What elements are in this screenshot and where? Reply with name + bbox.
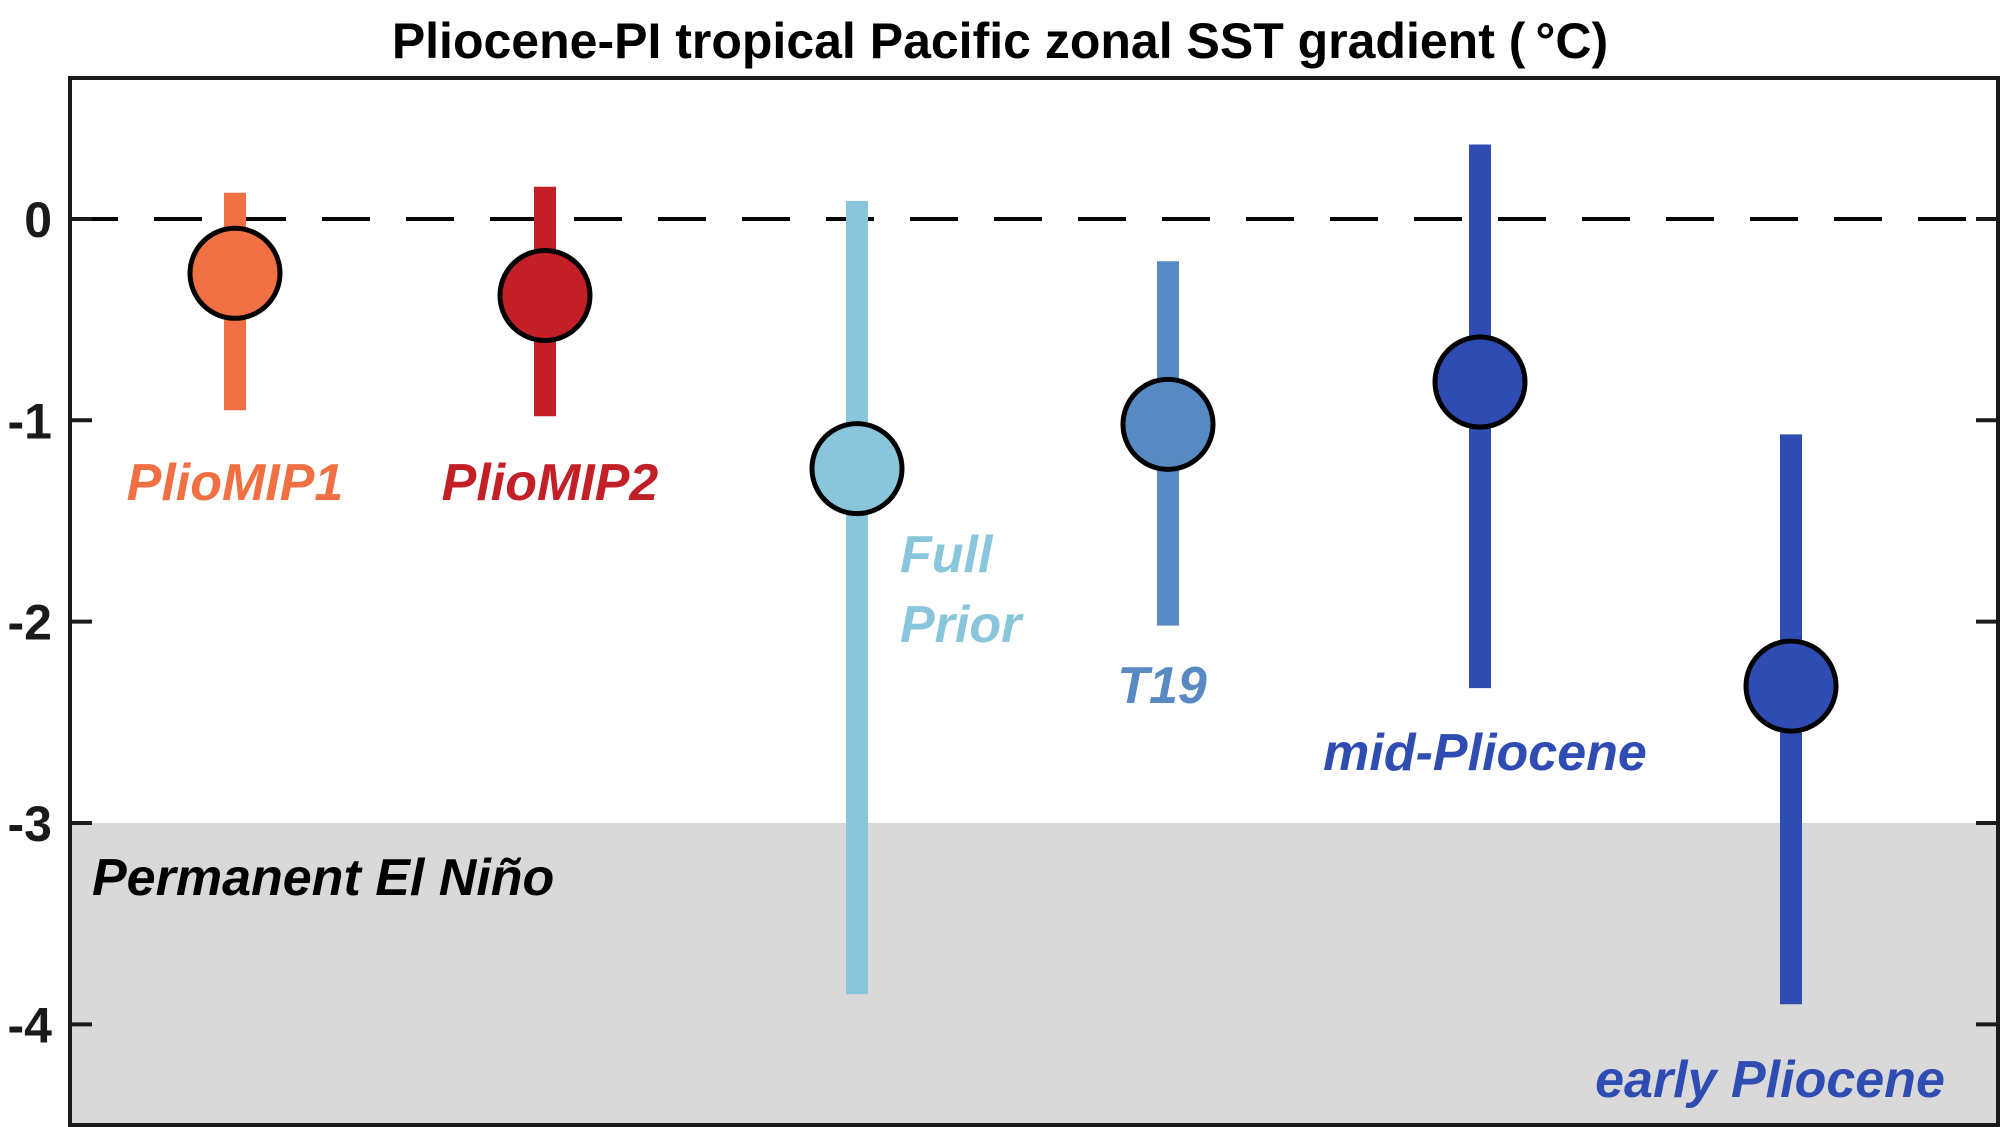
shaded-region <box>70 822 1998 1125</box>
data-point <box>1743 638 1839 734</box>
series-label: early Pliocene <box>1595 1051 1945 1109</box>
data-point <box>1432 334 1528 430</box>
series-label: Full <box>900 526 994 584</box>
data-point <box>809 421 905 517</box>
plot-frame <box>68 76 2000 1127</box>
shaded-region-label: Permanent El Niño <box>92 849 554 907</box>
chart-title: Pliocene-PI tropical Pacific zonal SST g… <box>392 13 1608 69</box>
plot-area: Permanent El Niño 0 -1 -2 -3 -4 PlioMIP1 PlioMI… <box>8 76 2000 1127</box>
series-label: PlioMIP1 <box>127 454 344 512</box>
data-point <box>1120 376 1216 472</box>
y-tick-label: 0 <box>24 192 52 248</box>
series-label: Prior <box>900 596 1024 654</box>
series-label: T19 <box>1117 657 1207 715</box>
y-tick-label: -1 <box>8 393 52 449</box>
series-label: PlioMIP2 <box>442 454 659 512</box>
y-tick-label: -4 <box>8 997 53 1053</box>
data-point <box>187 225 283 321</box>
y-tick-label: -2 <box>8 595 52 651</box>
data-point <box>497 247 593 343</box>
y-tick-label: -3 <box>8 796 52 852</box>
series-label: mid-Pliocene <box>1323 724 1647 782</box>
